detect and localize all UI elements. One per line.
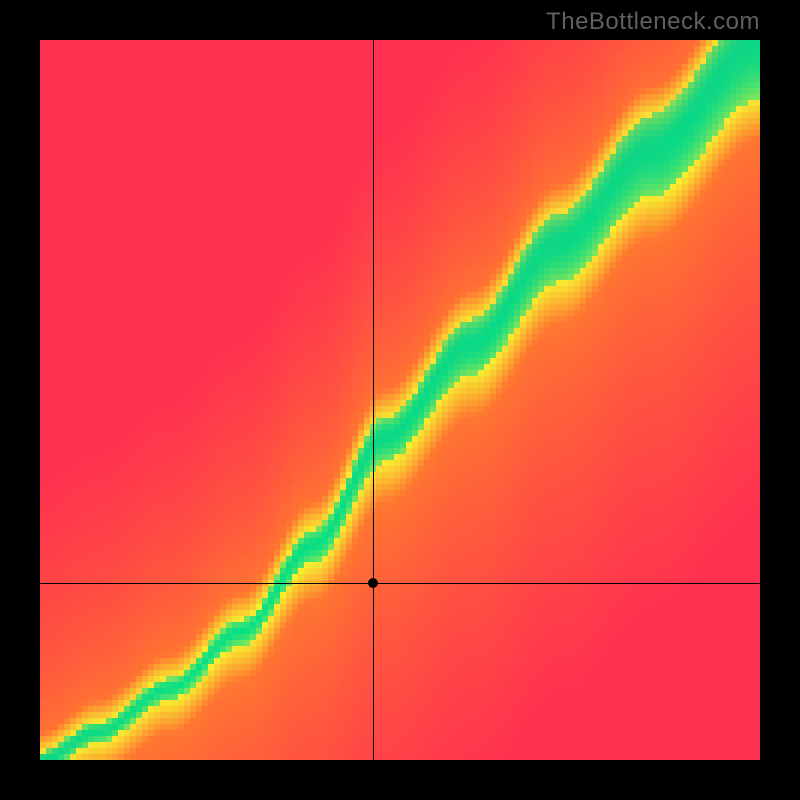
- bottleneck-heatmap: [40, 40, 760, 760]
- crosshair-vertical: [373, 40, 374, 760]
- crosshair-marker: [368, 578, 378, 588]
- crosshair-horizontal: [40, 583, 760, 584]
- watermark-label: TheBottleneck.com: [546, 8, 760, 36]
